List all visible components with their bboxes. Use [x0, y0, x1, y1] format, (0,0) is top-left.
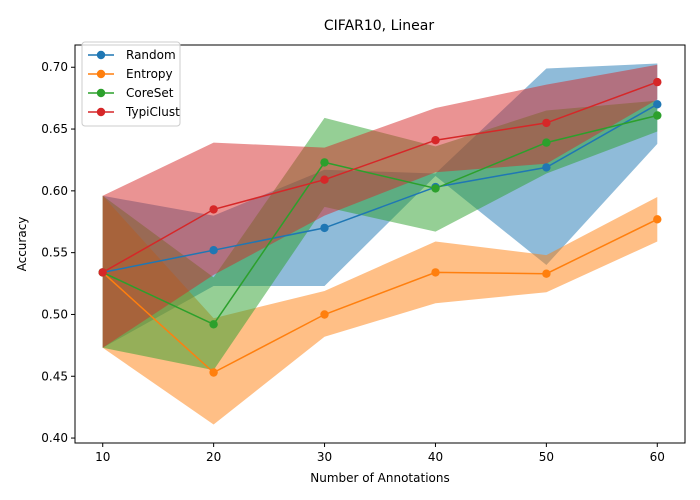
typiclust-band — [102, 64, 658, 348]
x-axis-ticks: 10 20 30 40 50 60 — [95, 443, 665, 464]
y-axis-label: Accuracy — [15, 217, 29, 272]
coreset-line — [102, 114, 658, 326]
series-markers — [98, 77, 662, 377]
random-line — [102, 103, 658, 274]
legend-entry-entropy: Entropy — [126, 67, 173, 81]
legend: Random Entropy CoreSet TypiClust — [81, 41, 181, 127]
entropy-line — [102, 218, 658, 374]
coreset-band — [102, 100, 658, 371]
random-point — [542, 163, 551, 172]
random-point — [320, 223, 329, 233]
entropy-point — [209, 368, 218, 377]
coreset-legend-marker — [96, 88, 106, 98]
typiclust-point — [320, 175, 329, 184]
entropy-point — [431, 268, 440, 277]
coreset-point — [209, 320, 218, 329]
coreset-point — [320, 158, 329, 167]
legend-box — [81, 41, 181, 127]
y-tick-label: 0.45 — [41, 369, 68, 383]
y-tick-label: 0.55 — [41, 246, 68, 260]
random-point — [209, 246, 218, 255]
x-tick-label: 40 — [428, 450, 443, 464]
x-tick-label: 30 — [317, 450, 332, 464]
y-axis-ticks: 0.40 0.45 0.50 0.55 0.60 0.65 0.70 — [41, 60, 75, 445]
typiclust-point — [431, 136, 440, 145]
typiclust-line — [102, 81, 658, 274]
y-tick-label: 0.65 — [41, 122, 68, 136]
x-tick-label: 20 — [206, 450, 221, 464]
coreset-point — [542, 138, 551, 147]
typiclust-legend-marker — [96, 107, 106, 117]
typiclust-point — [98, 268, 107, 277]
entropy-point — [653, 215, 662, 224]
y-tick-label: 0.60 — [41, 184, 68, 198]
typiclust-point — [653, 77, 662, 87]
entropy-legend-marker — [96, 69, 106, 79]
x-tick-label: 50 — [539, 450, 554, 464]
entropy-point — [542, 269, 551, 278]
typiclust-point — [542, 118, 551, 128]
legend-entry-coreset: CoreSet — [126, 86, 174, 100]
series-lines — [102, 81, 658, 374]
coreset-point — [653, 111, 662, 120]
coreset-point — [431, 184, 440, 193]
legend-entry-typiclust: TypiClust — [125, 105, 180, 119]
legend-entry-random: Random — [126, 48, 176, 62]
y-tick-label: 0.40 — [41, 431, 68, 445]
random-legend-marker — [96, 50, 106, 60]
error-bands — [102, 63, 658, 425]
random-point — [653, 100, 662, 109]
y-tick-label: 0.70 — [41, 60, 68, 74]
x-tick-label: 10 — [95, 450, 110, 464]
typiclust-point — [209, 205, 218, 214]
plot-frame — [74, 44, 686, 444]
chart-title: CIFAR10, Linear — [324, 18, 434, 34]
x-tick-label: 60 — [650, 450, 665, 464]
entropy-band — [102, 195, 658, 425]
entropy-point — [320, 310, 329, 319]
y-tick-label: 0.50 — [41, 307, 68, 321]
x-axis-label: Number of Annotations — [310, 471, 449, 485]
